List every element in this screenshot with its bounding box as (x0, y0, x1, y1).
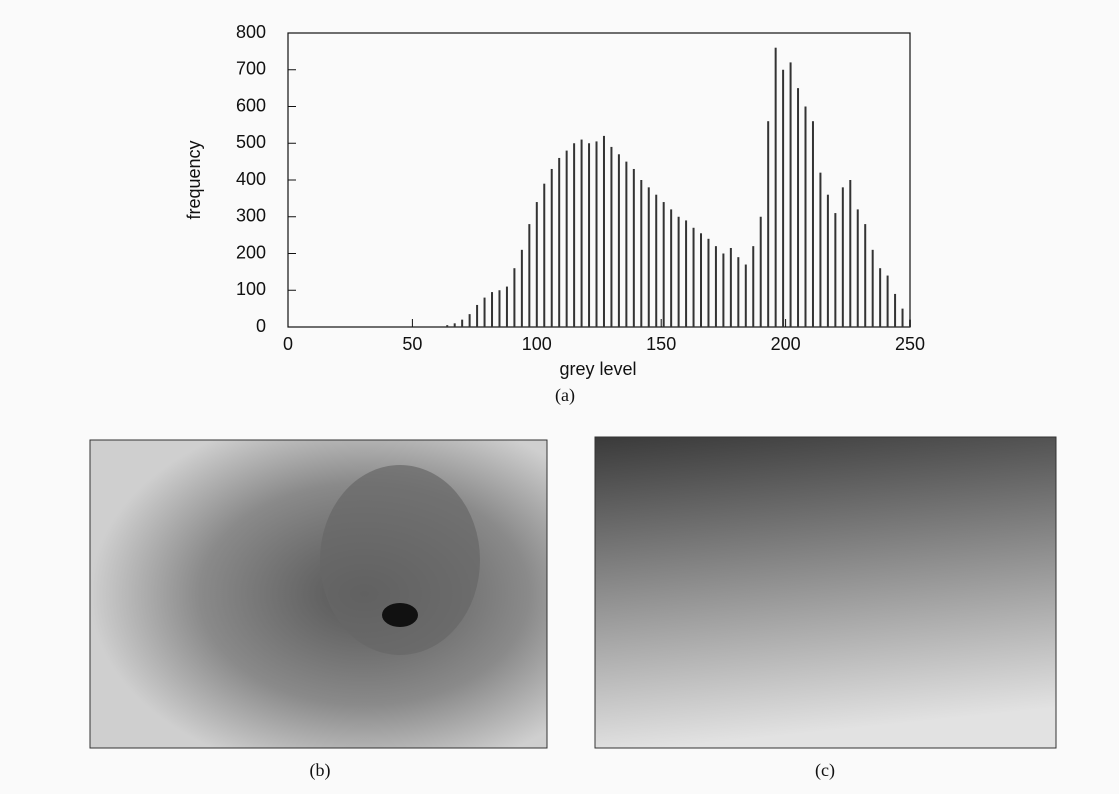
y-tick-label: 500 (236, 132, 266, 152)
bar (715, 246, 717, 327)
bar (618, 154, 620, 327)
x-tick-label: 200 (771, 334, 801, 354)
bar (663, 202, 665, 327)
bar (543, 184, 545, 327)
image (90, 440, 547, 748)
gradient-image: (c) (595, 437, 1056, 781)
bar (476, 305, 478, 327)
bar (745, 265, 747, 327)
bar (782, 70, 784, 327)
bar (461, 320, 463, 327)
bar (596, 141, 598, 327)
bar (469, 314, 471, 327)
bar (521, 250, 523, 327)
y-tick-label: 0 (256, 316, 266, 336)
bar (887, 276, 889, 327)
bar (558, 158, 560, 327)
x-axis-label: grey level (559, 359, 636, 379)
bar (633, 169, 635, 327)
bar (693, 228, 695, 327)
bar (864, 224, 866, 327)
y-tick-label: 200 (236, 242, 266, 262)
bar (775, 48, 777, 327)
bar (812, 121, 814, 327)
y-tick-label: 100 (236, 279, 266, 299)
bar (655, 195, 657, 327)
bar (902, 309, 904, 327)
bar (819, 173, 821, 327)
bar (834, 213, 836, 327)
bar (722, 254, 724, 328)
wolf-nose (382, 603, 418, 627)
bar (648, 187, 650, 327)
caption: (c) (815, 760, 835, 781)
bar (894, 294, 896, 327)
x-tick-label: 250 (895, 334, 925, 354)
bar (909, 320, 911, 327)
bar (603, 136, 605, 327)
x-tick-label: 150 (646, 334, 676, 354)
bar (790, 62, 792, 327)
bar (588, 143, 590, 327)
bar (610, 147, 612, 327)
y-tick-label: 600 (236, 95, 266, 115)
bar (454, 323, 456, 327)
bar (551, 169, 553, 327)
bar (566, 151, 568, 327)
wolf-image: (b) (90, 440, 547, 781)
bar (730, 248, 732, 327)
bar (484, 298, 486, 327)
bar (685, 220, 687, 327)
x-tick-label: 50 (402, 334, 422, 354)
bar (707, 239, 709, 327)
bar (625, 162, 627, 327)
x-tick-label: 100 (522, 334, 552, 354)
y-tick-label: 300 (236, 206, 266, 226)
bar (491, 292, 493, 327)
y-tick-label: 800 (236, 22, 266, 42)
bar (513, 268, 515, 327)
bar (506, 287, 508, 327)
page: grey level frequency (a) 0 100 200 300 400 50… (0, 0, 1119, 794)
bar (640, 180, 642, 327)
bar (737, 257, 739, 327)
y-axis-label: frequency (184, 140, 204, 219)
bar (581, 140, 583, 327)
bar (573, 143, 575, 327)
x-tick-label: 0 (283, 334, 293, 354)
y-tick-label: 700 (236, 59, 266, 79)
bar (879, 268, 881, 327)
bar (498, 290, 500, 327)
bar (827, 195, 829, 327)
bar (767, 121, 769, 327)
bar (805, 107, 807, 328)
bar (857, 209, 859, 327)
y-tick-label: 400 (236, 169, 266, 189)
bar (872, 250, 874, 327)
bar (700, 233, 702, 327)
bar (752, 246, 754, 327)
caption: (a) (555, 385, 575, 406)
image (595, 437, 1056, 748)
bar (446, 325, 448, 327)
caption: (b) (310, 760, 331, 781)
bar (842, 187, 844, 327)
bar (536, 202, 538, 327)
bar (760, 217, 762, 327)
bar (528, 224, 530, 327)
bar (849, 180, 851, 327)
bar (670, 209, 672, 327)
bar (678, 217, 680, 327)
bar (797, 88, 799, 327)
